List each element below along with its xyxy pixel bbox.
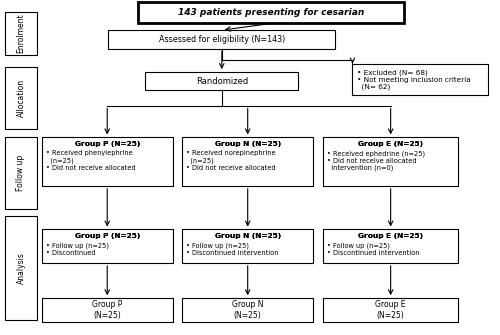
Text: Group N
(N=25): Group N (N=25) — [232, 300, 264, 320]
FancyBboxPatch shape — [323, 298, 458, 322]
Text: Group P (N=25): Group P (N=25) — [74, 141, 140, 147]
FancyBboxPatch shape — [182, 298, 313, 322]
Text: Group P
(N=25): Group P (N=25) — [92, 300, 122, 320]
Text: • Received norepinephrine
  (n=25)
• Did not receive allocated: • Received norepinephrine (n=25) • Did n… — [186, 150, 276, 171]
Text: Randomized: Randomized — [196, 77, 248, 86]
FancyBboxPatch shape — [42, 298, 172, 322]
FancyBboxPatch shape — [138, 2, 404, 23]
Text: 143 patients presenting for cesarian: 143 patients presenting for cesarian — [178, 8, 364, 17]
FancyBboxPatch shape — [5, 137, 37, 209]
Text: • Received phenylephrine
  (n=25)
• Did not receive allocated: • Received phenylephrine (n=25) • Did no… — [46, 150, 136, 171]
Text: Assessed for eligibility (N=143): Assessed for eligibility (N=143) — [158, 35, 285, 44]
Text: Enrolment: Enrolment — [16, 14, 26, 53]
Text: • Excluded (N= 68)
• Not meeting inclusion criteria
  (N= 62): • Excluded (N= 68) • Not meeting inclusi… — [358, 69, 471, 90]
FancyBboxPatch shape — [323, 137, 458, 186]
FancyBboxPatch shape — [42, 137, 172, 186]
Text: Group P (N=25): Group P (N=25) — [74, 141, 140, 147]
Text: Group E (N=25): Group E (N=25) — [358, 233, 423, 240]
Text: Group N (N=25): Group N (N=25) — [214, 141, 281, 147]
FancyBboxPatch shape — [108, 30, 335, 49]
FancyBboxPatch shape — [146, 72, 298, 90]
Text: • Follow up (n=25)
• Discontinued: • Follow up (n=25) • Discontinued — [46, 242, 109, 256]
Text: Group P (N=25): Group P (N=25) — [74, 233, 140, 240]
Text: • Follow up (n=25)
• Discontinued intervention: • Follow up (n=25) • Discontinued interv… — [186, 242, 279, 256]
Text: Group N (N=25): Group N (N=25) — [214, 141, 281, 147]
FancyBboxPatch shape — [5, 216, 37, 320]
FancyBboxPatch shape — [5, 67, 37, 129]
Text: Allocation: Allocation — [16, 79, 26, 117]
Text: Group N (N=25): Group N (N=25) — [214, 233, 281, 240]
Text: Group E
(N=25): Group E (N=25) — [376, 300, 406, 320]
Text: Group E (N=25): Group E (N=25) — [358, 233, 423, 240]
Text: • Follow up (n=25)
• Discontinued intervention: • Follow up (n=25) • Discontinued interv… — [327, 242, 420, 256]
FancyBboxPatch shape — [42, 229, 172, 263]
Text: Analysis: Analysis — [16, 252, 26, 284]
Text: Group N (N=25): Group N (N=25) — [214, 233, 281, 240]
FancyBboxPatch shape — [5, 12, 37, 55]
FancyBboxPatch shape — [182, 137, 313, 186]
Text: Group E (N=25): Group E (N=25) — [358, 141, 423, 147]
FancyBboxPatch shape — [352, 64, 488, 95]
Text: Follow up: Follow up — [16, 155, 26, 192]
FancyBboxPatch shape — [323, 229, 458, 263]
Text: Group P (N=25): Group P (N=25) — [74, 233, 140, 240]
Text: Group E (N=25): Group E (N=25) — [358, 141, 423, 147]
FancyBboxPatch shape — [182, 229, 313, 263]
Text: • Received ephedrine (n=25)
• Did not receive allocated
  intervention (n=0): • Received ephedrine (n=25) • Did not re… — [327, 150, 425, 171]
